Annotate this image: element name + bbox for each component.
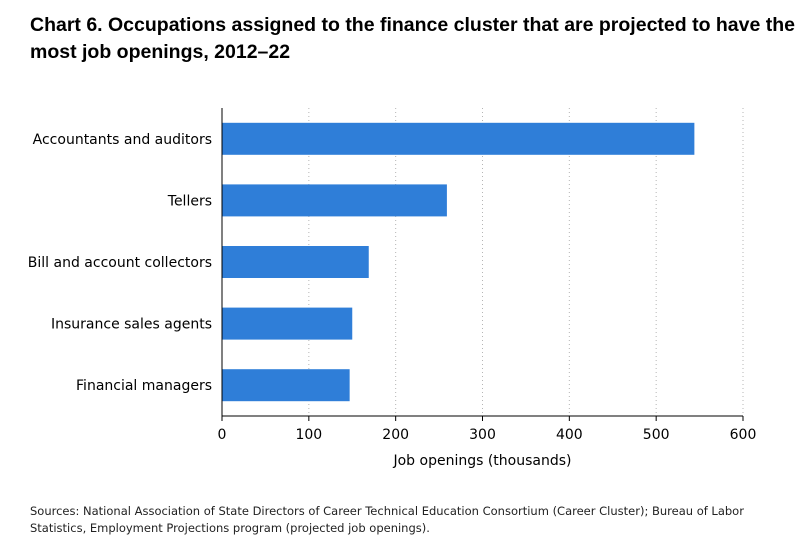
x-axis-title: Job openings (thousands)	[392, 453, 571, 469]
source-note: Sources: National Association of State D…	[30, 504, 744, 535]
category-label: Financial managers	[76, 378, 212, 394]
category-label: Tellers	[167, 193, 212, 209]
x-tick-label: 400	[556, 427, 583, 443]
x-tick-label: 200	[382, 427, 409, 443]
x-tick-label: 600	[730, 427, 757, 443]
category-label: Bill and account collectors	[28, 255, 212, 271]
x-tick-label: 500	[643, 427, 670, 443]
bar	[222, 369, 350, 402]
category-label: Insurance sales agents	[51, 317, 212, 333]
bar	[222, 184, 447, 217]
bar	[222, 307, 353, 340]
bar	[222, 246, 369, 278]
x-tick-label: 0	[218, 427, 227, 443]
bar	[222, 122, 695, 155]
x-tick-label: 100	[295, 427, 322, 443]
category-label: Accountants and auditors	[33, 132, 212, 148]
x-tick-label: 300	[469, 427, 496, 443]
chart-title: Chart 6. Occupations assigned to the fin…	[30, 14, 796, 63]
